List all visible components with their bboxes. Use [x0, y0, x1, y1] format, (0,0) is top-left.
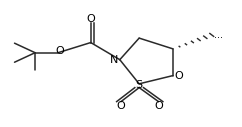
Text: O: O [154, 101, 163, 111]
Text: ...: ... [214, 30, 223, 40]
Text: S: S [136, 80, 143, 90]
Text: O: O [86, 14, 95, 24]
Text: O: O [55, 46, 64, 56]
Text: O: O [117, 101, 125, 111]
Text: O: O [174, 71, 183, 81]
Text: N: N [110, 55, 119, 65]
